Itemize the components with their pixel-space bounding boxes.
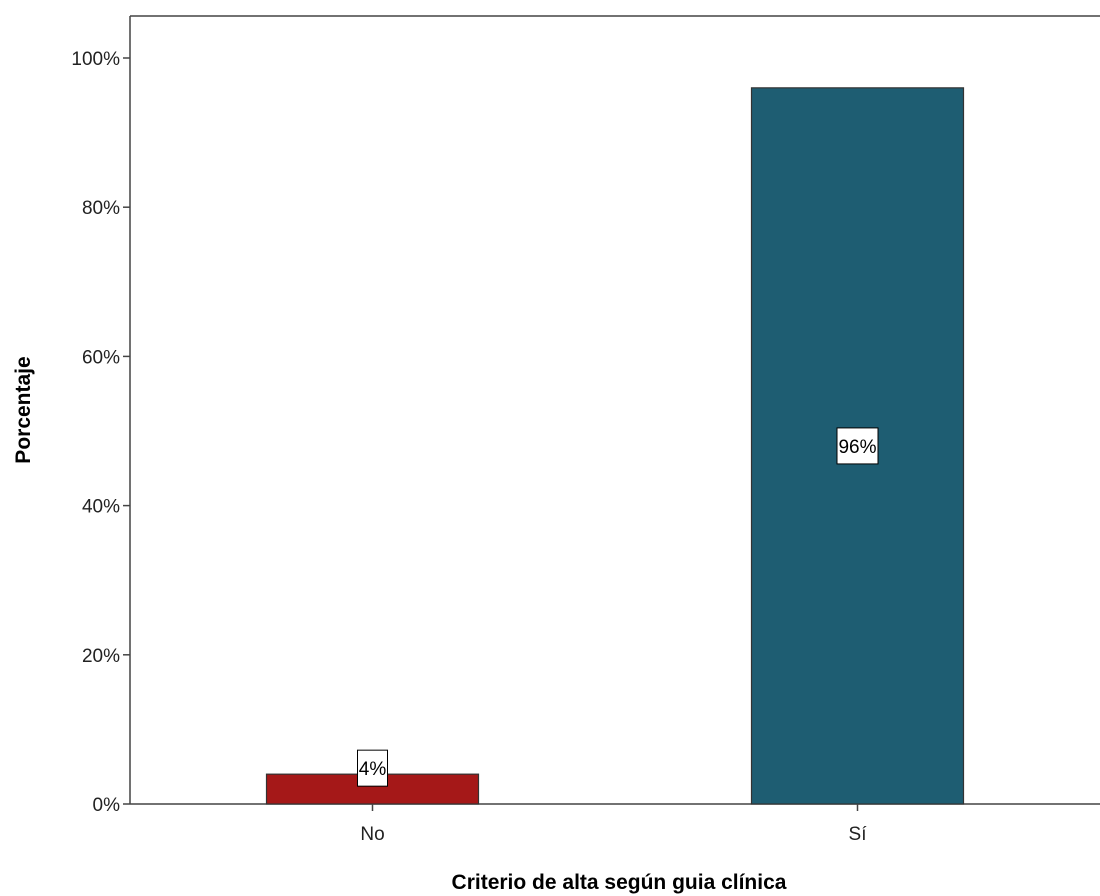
y-tick-label: 0% [93,795,121,816]
y-tick-label: 20% [82,646,120,667]
data-label-box [836,427,879,465]
data-label: 4% [359,759,387,780]
y-tick-label: 80% [82,198,120,219]
x-tick-label: Sí [849,824,868,845]
data-labels-group: 4% 96% [357,427,879,787]
y-axis-title: Porcentaje [12,356,35,463]
x-axis-ticks: No Sí [360,804,867,845]
x-tick-label: No [360,824,384,845]
data-label-box [357,749,388,787]
data-label: 96% [838,437,876,458]
x-axis-title: Criterio de alta según guia clínica [452,871,787,894]
y-axis-ticks: 0% 20% 40% 60% 80% 100% [71,49,130,816]
y-tick-label: 60% [82,347,120,368]
y-tick-label: 40% [82,497,120,518]
y-tick-label: 100% [71,49,120,70]
